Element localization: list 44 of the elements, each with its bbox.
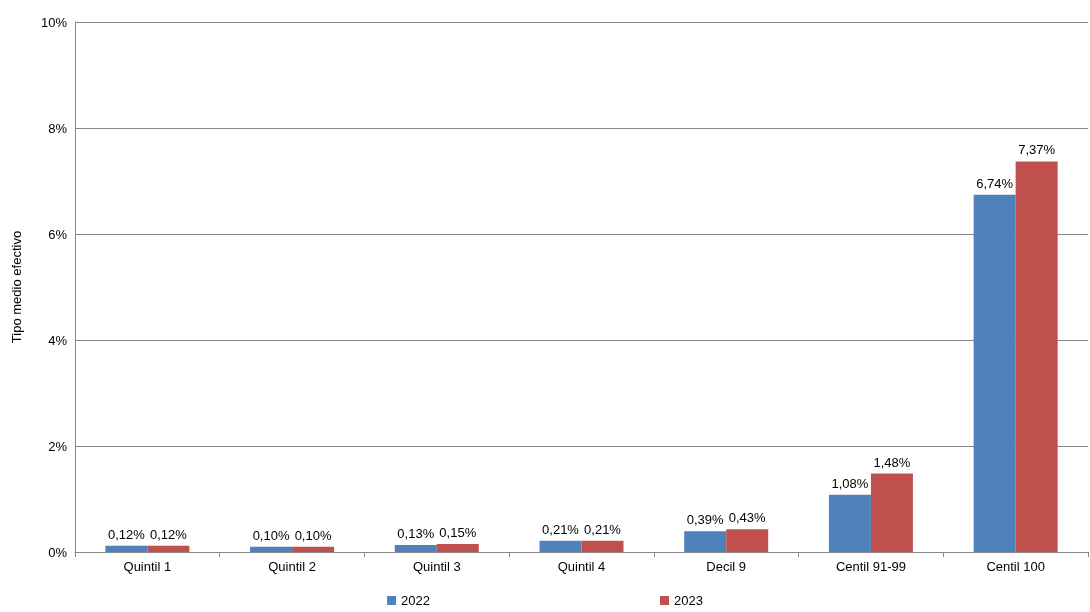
bar [250, 546, 293, 552]
bar [828, 494, 871, 552]
data-label: 1,08% [831, 475, 869, 491]
data-label: 0,15% [439, 525, 477, 541]
y-axis-title: Tipo medio efectivo [9, 230, 24, 344]
x-tick-label: Quintil 1 [123, 559, 172, 574]
bar [539, 540, 582, 552]
bar [436, 544, 479, 552]
bar [394, 545, 437, 552]
data-label: 0,21% [542, 521, 580, 537]
y-tick-label: 0% [48, 544, 68, 560]
bar [105, 545, 148, 552]
data-label: 0,43% [728, 510, 767, 526]
y-tick-label: 8% [48, 120, 68, 136]
data-label: 0,10% [252, 527, 290, 543]
x-tick-label: Quintil 3 [412, 559, 461, 574]
legend-label: 2022 [401, 593, 430, 608]
x-tick-label: Quintil 4 [557, 559, 606, 574]
data-label: 0,10% [294, 527, 332, 543]
bar [973, 194, 1016, 552]
data-label: 6,74% [976, 175, 1014, 191]
x-tick-label: Decil 9 [706, 559, 747, 574]
data-label: 7,37% [1018, 142, 1056, 158]
legend-label: 2023 [674, 593, 703, 608]
x-tick-label: Quintil 2 [268, 559, 316, 574]
bar [726, 529, 769, 552]
y-tick-label: 6% [48, 226, 68, 242]
bar [684, 531, 727, 552]
data-label: 0,21% [584, 521, 622, 537]
data-label: 0,12% [107, 526, 146, 542]
bar [292, 546, 335, 552]
x-tick-label: Centil 91-99 [835, 559, 906, 574]
data-label: 0,13% [397, 526, 435, 542]
y-tick-label: 10% [40, 14, 68, 30]
data-label: 0,39% [686, 512, 725, 528]
bar [1015, 161, 1058, 552]
data-label: 0,12% [149, 526, 188, 542]
x-tick-label: Centil 100 [986, 559, 1045, 574]
bar [581, 540, 624, 552]
data-label: 1,48% [873, 454, 911, 470]
y-tick-label: 4% [48, 332, 68, 348]
bar [870, 473, 913, 552]
y-tick-label: 2% [48, 438, 68, 454]
bar [147, 545, 190, 552]
